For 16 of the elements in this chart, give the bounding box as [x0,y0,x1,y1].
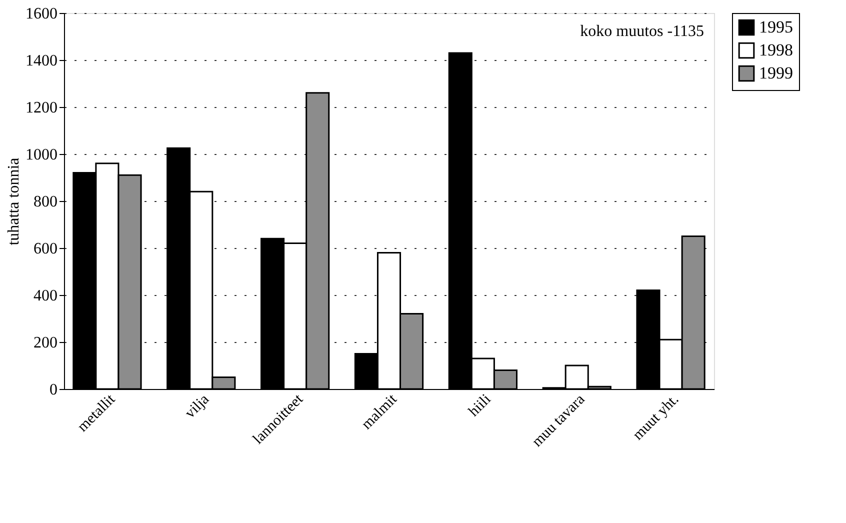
y-tick-label: 1200 [26,100,58,116]
legend-label: 1995 [759,18,793,36]
y-tick-label: 1600 [26,6,58,22]
x-tick-label: vilja [182,391,213,422]
y-tick-label: 800 [34,194,58,210]
y-tick-label: 0 [50,382,58,398]
y-tick-label: 1000 [26,146,58,164]
legend-label: 1998 [759,40,793,60]
y-axis-title: tuhatta tonnia [6,158,22,246]
y-tick-label: 400 [34,288,58,304]
legend-label: 1999 [759,64,793,82]
x-tick-label: hiili [466,392,494,420]
annotation: koko muutos -1135 [580,23,704,40]
y-tick-label: 200 [34,334,58,352]
y-tick-label: 1400 [26,52,58,70]
y-tick-label: 600 [34,240,58,258]
